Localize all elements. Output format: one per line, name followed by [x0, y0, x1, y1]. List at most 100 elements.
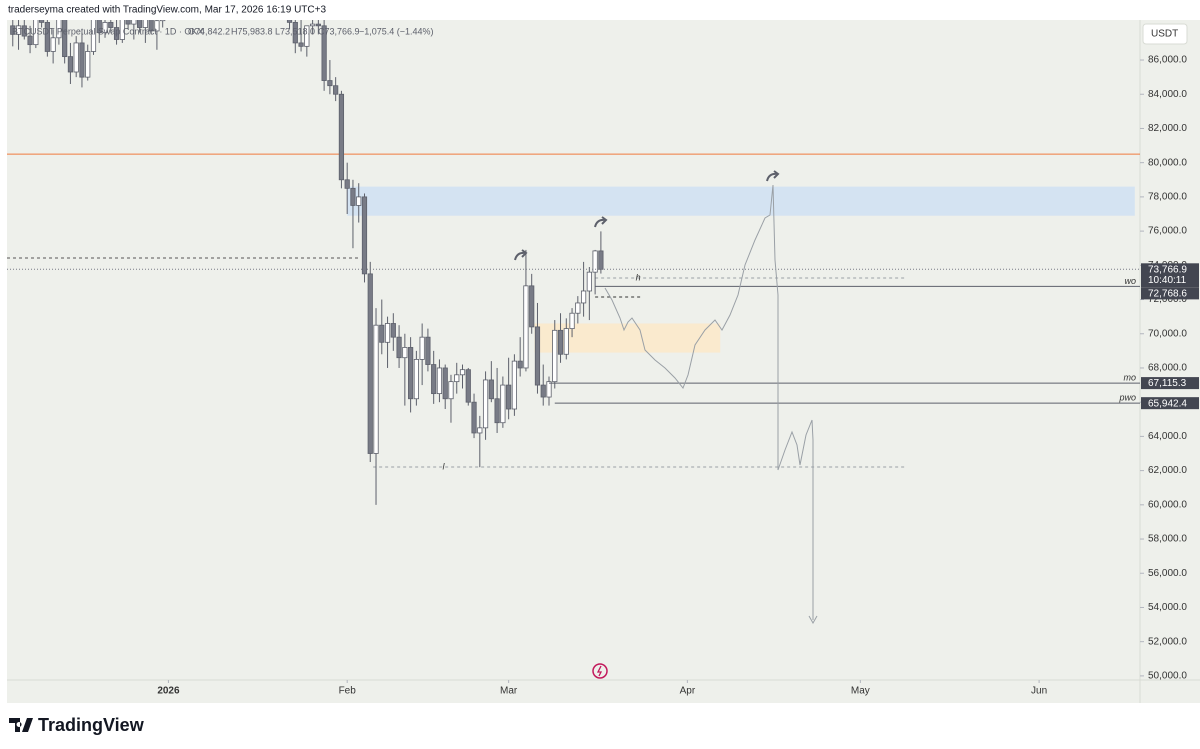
- candle-body: [442, 367, 448, 400]
- projection: [604, 184, 818, 625]
- x-tick-label: Feb: [339, 686, 357, 697]
- level-label: 65,942.4: [1148, 398, 1187, 409]
- candle-body: [557, 329, 564, 355]
- y-tick-label: 68,000.0: [1148, 363, 1187, 374]
- zone: [347, 186, 1135, 216]
- level-name: wo: [1124, 276, 1136, 286]
- y-tick-label: 80,000.0: [1148, 157, 1187, 168]
- candle-body: [154, 20, 160, 32]
- candle-body: [552, 329, 558, 383]
- candle-body: [137, 20, 143, 28]
- candle-body: [471, 401, 477, 434]
- alert-circle[interactable]: [592, 663, 608, 679]
- candle-body: [494, 398, 500, 424]
- y-tick-label: 62,000.0: [1148, 465, 1187, 476]
- plot: [7, 20, 1140, 505]
- x-tick-label: 2026: [157, 686, 180, 697]
- candle-body: [419, 336, 425, 360]
- candle-body: [390, 323, 396, 338]
- y-tick-label: 82,000.0: [1148, 123, 1187, 134]
- price-axis: [1140, 20, 1200, 680]
- y-tick-label: 70,000.0: [1148, 328, 1187, 339]
- arrow-icon: [514, 249, 528, 261]
- y-tick-label: 50,000.0: [1148, 671, 1187, 682]
- candle-body: [50, 37, 56, 52]
- arrow-icon: [594, 216, 608, 228]
- candle-body: [373, 324, 379, 454]
- last-price-tag: [1141, 263, 1199, 288]
- candle-body: [511, 360, 517, 410]
- alert-icon[interactable]: [592, 663, 608, 679]
- symbol: BTCUSDT Perpetual Swap Contract · 1D · O…: [12, 26, 203, 36]
- candle-body: [534, 326, 541, 386]
- candle-body: [598, 250, 604, 270]
- brand: TradingView: [38, 715, 145, 735]
- candle-body: [10, 25, 16, 35]
- y-tick-label: 84,000.0: [1148, 89, 1187, 100]
- candle-body: [286, 20, 293, 23]
- candle-body: [27, 35, 33, 46]
- candle-body: [425, 336, 431, 365]
- candle-body: [575, 302, 581, 314]
- candle-body: [431, 364, 437, 395]
- level-name: mo: [1123, 372, 1136, 382]
- candle-body: [465, 369, 471, 403]
- candle-body: [367, 273, 373, 454]
- candle-body: [506, 384, 512, 410]
- candle-body: [315, 23, 321, 27]
- candle-body: [592, 250, 598, 273]
- y-tick-label: 86,000.0: [1148, 55, 1187, 66]
- candle-body: [292, 21, 298, 44]
- candle-body: [379, 324, 385, 343]
- candle-body: [546, 381, 552, 398]
- candle-body: [148, 20, 154, 32]
- x-tick-label: Jun: [1031, 686, 1047, 697]
- level-name: l: [442, 461, 445, 471]
- candle-body: [79, 42, 85, 78]
- candle-body: [344, 179, 350, 189]
- footer: TradingView: [9, 715, 145, 735]
- candle-body: [338, 93, 345, 181]
- candle-body: [436, 367, 443, 395]
- candle-body: [488, 379, 494, 400]
- candle-body: [482, 379, 489, 429]
- candle-body: [454, 374, 460, 383]
- y-tick-label: 52,000.0: [1148, 636, 1187, 647]
- candle-body: [580, 290, 587, 304]
- candle-body: [56, 20, 62, 39]
- candle-body: [413, 359, 419, 400]
- candle-body: [298, 42, 304, 47]
- candle-body: [563, 328, 569, 355]
- level-tag: [1141, 377, 1199, 390]
- y-tick-label: 56,000.0: [1148, 568, 1187, 579]
- candle-body: [160, 20, 166, 22]
- candle-body: [402, 347, 408, 359]
- candle-body: [125, 20, 131, 25]
- y-tick-label: 78,000.0: [1148, 192, 1187, 203]
- currency[interactable]: USDT: [1151, 29, 1178, 40]
- candle-body: [321, 25, 327, 81]
- y-tick-label: 76,000.0: [1148, 226, 1187, 237]
- candle-body: [21, 25, 27, 37]
- candle-body: [67, 56, 74, 73]
- candle-body: [361, 196, 368, 275]
- level-label: 72,768.6: [1148, 289, 1187, 300]
- candle-body: [90, 20, 97, 52]
- currency-box[interactable]: [1142, 23, 1188, 45]
- candle-body: [586, 271, 592, 292]
- x-tick-label: Mar: [500, 686, 518, 697]
- candle-body: [142, 20, 148, 28]
- candle-body: [408, 347, 414, 400]
- logo: [9, 718, 33, 732]
- candle-body: [517, 360, 523, 369]
- y-tick-label: 64,000.0: [1148, 431, 1187, 442]
- change: −1,075.4 (−1.44%): [359, 26, 434, 36]
- candle-body: [500, 384, 506, 424]
- candle-body: [350, 187, 356, 206]
- candle-body: [15, 25, 22, 35]
- projection-path: [604, 184, 814, 620]
- y-tick-label: 58,000.0: [1148, 534, 1187, 545]
- candle-body: [459, 369, 466, 376]
